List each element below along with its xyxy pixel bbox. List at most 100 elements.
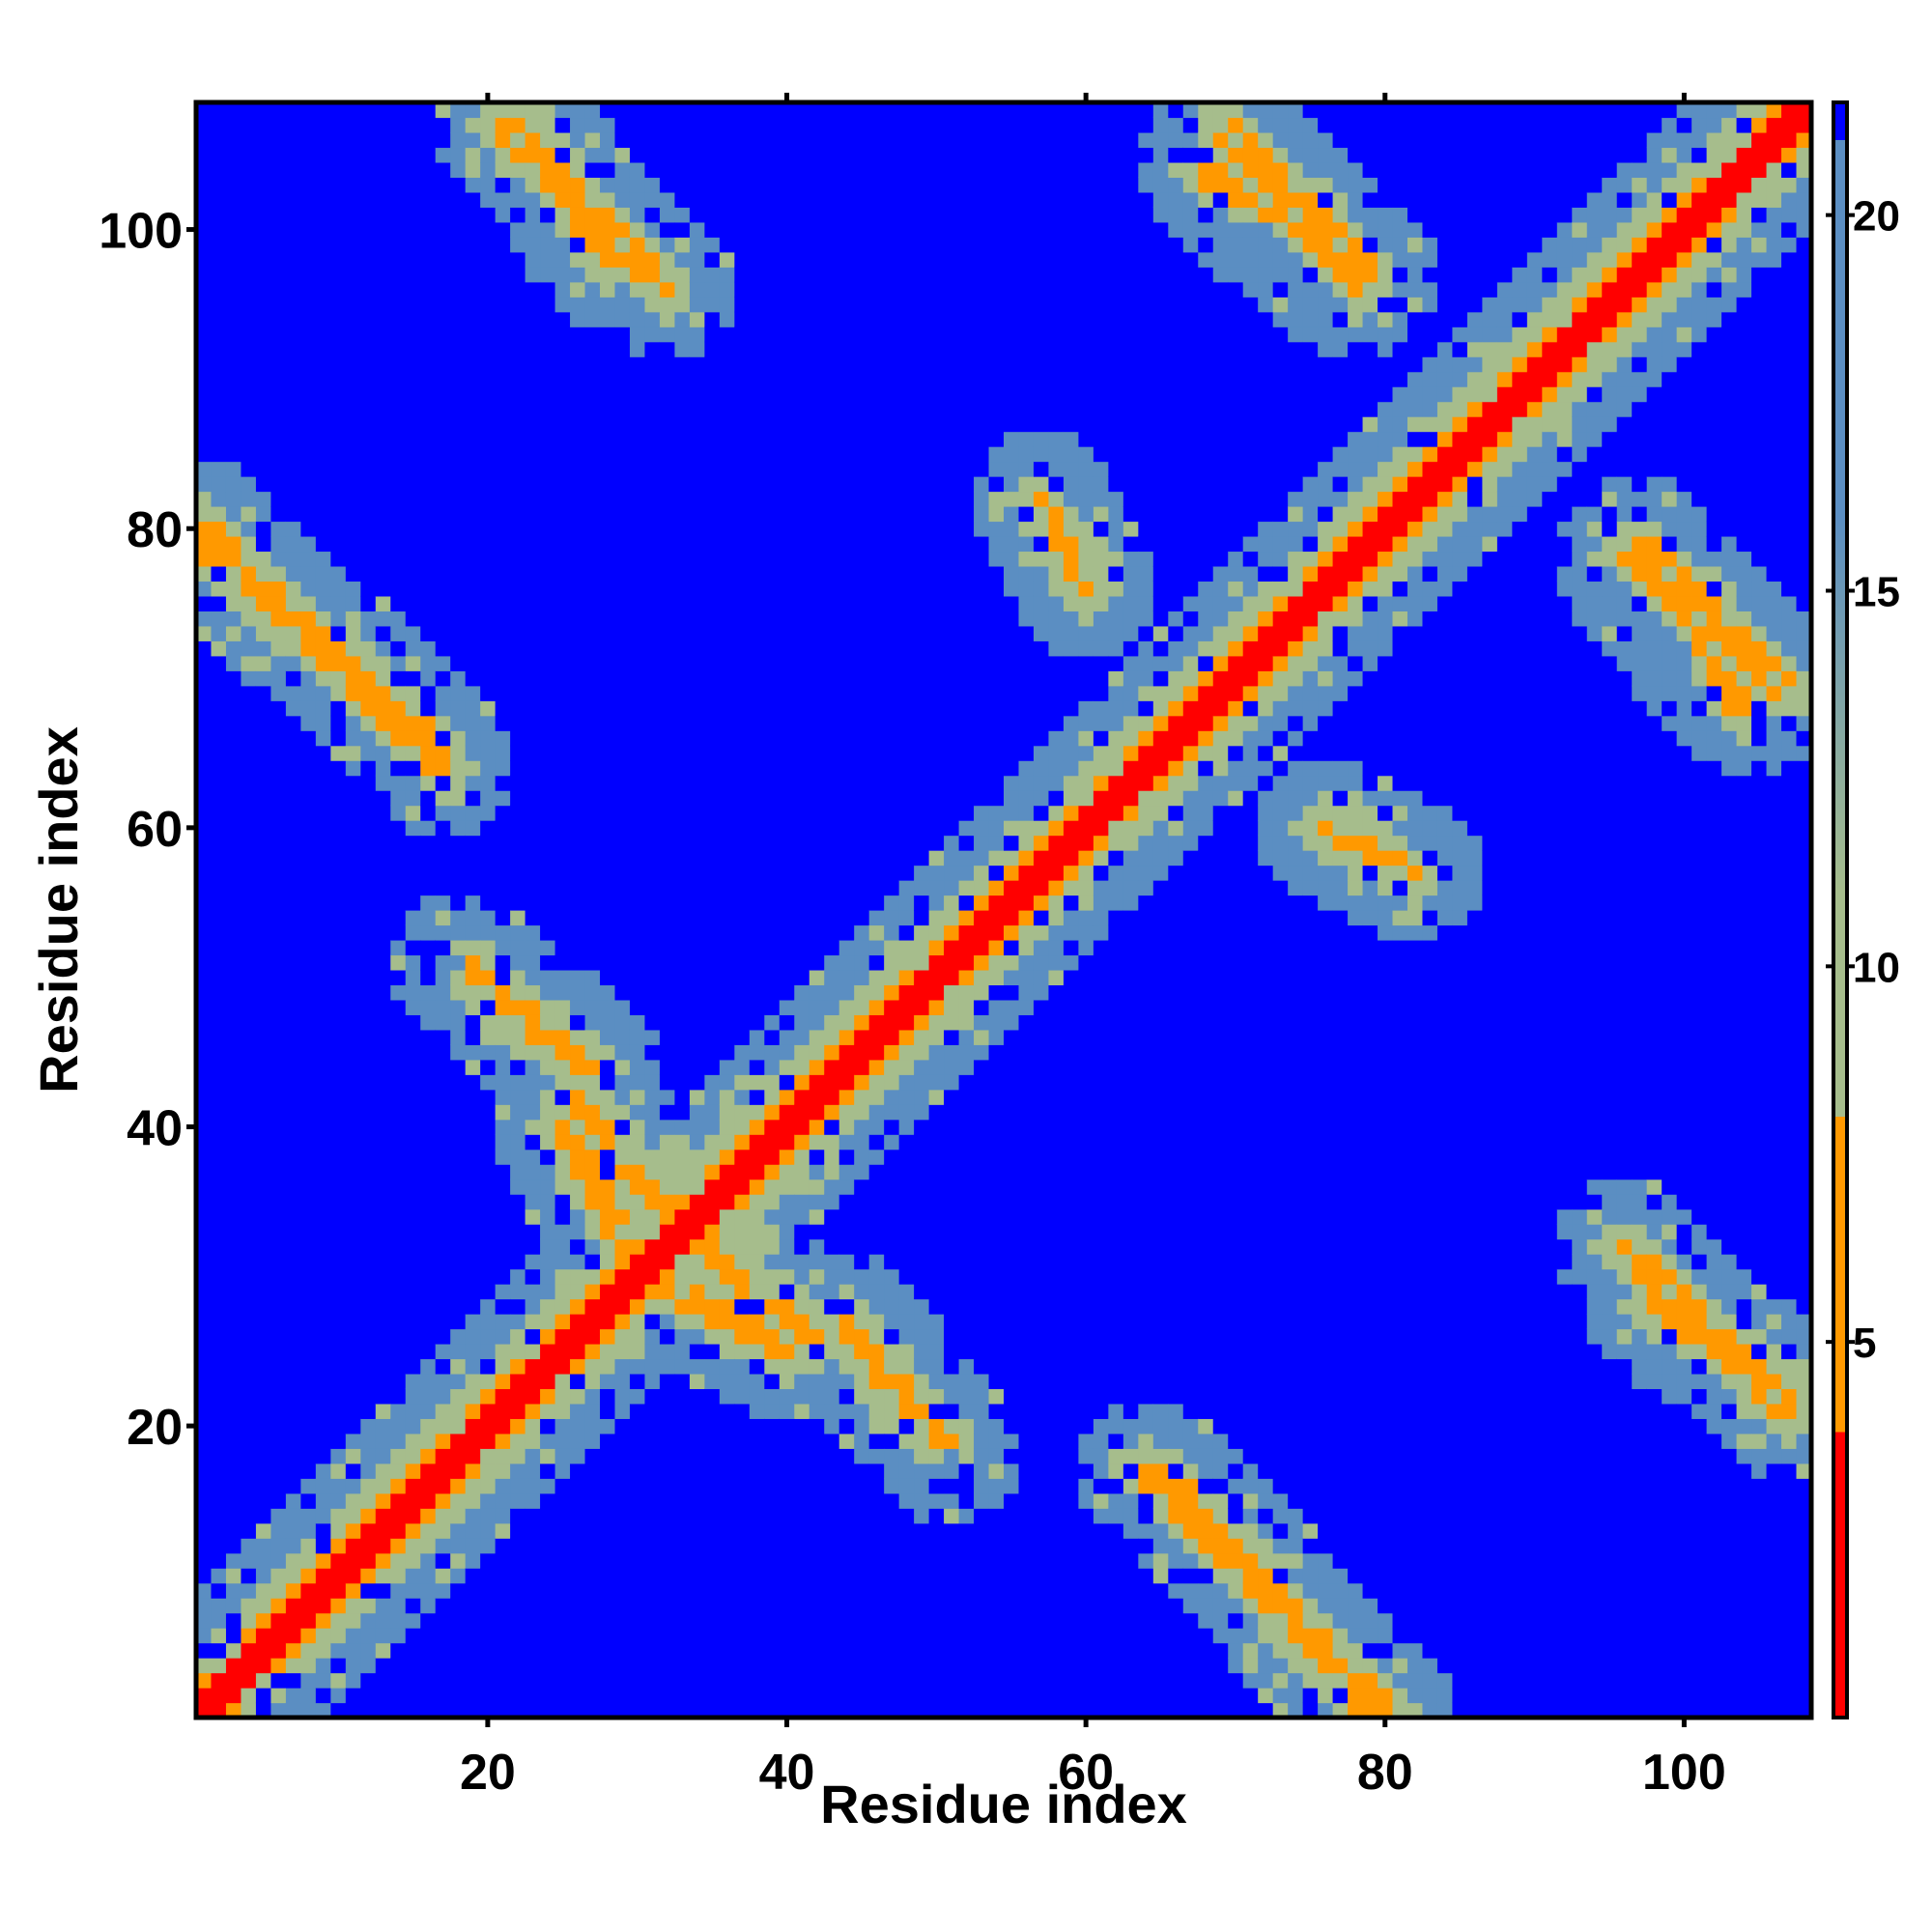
heatmap-cell [465, 1508, 481, 1524]
heatmap-cell [390, 356, 407, 373]
heatmap-cell [390, 745, 407, 761]
heatmap-cell [345, 371, 361, 387]
heatmap-cell [375, 1642, 391, 1659]
heatmap-cell [420, 1538, 437, 1554]
heatmap-cell [824, 1628, 840, 1644]
heatmap-cell [241, 939, 257, 956]
heatmap-cell [794, 1492, 810, 1509]
heatmap-cell [644, 984, 661, 1001]
heatmap-cell [854, 1538, 870, 1554]
heatmap-cell [779, 341, 795, 357]
heatmap-cell [196, 1612, 213, 1629]
heatmap-cell [420, 835, 437, 851]
heatmap-cell [540, 297, 556, 313]
heatmap-cell [450, 297, 467, 313]
heatmap-cell [315, 1478, 331, 1494]
heatmap-cell [540, 880, 556, 896]
heatmap-cell [330, 191, 347, 208]
heatmap-cell [480, 267, 497, 283]
heatmap-cell [824, 924, 840, 941]
heatmap-cell [659, 1134, 676, 1151]
heatmap-cell [629, 1014, 646, 1031]
heatmap-cell [824, 311, 840, 327]
heatmap-cell [719, 401, 735, 417]
heatmap-cell [450, 805, 467, 821]
heatmap-cell [390, 491, 407, 507]
heatmap-cell [838, 1582, 855, 1599]
heatmap-cell [211, 1448, 227, 1464]
heatmap-cell [704, 446, 721, 463]
heatmap-cell [540, 611, 556, 627]
heatmap-cell [614, 1403, 631, 1419]
heatmap-cell [540, 939, 556, 956]
heatmap-cell [315, 491, 331, 507]
heatmap-cell [674, 1598, 691, 1614]
heatmap-cell [285, 1508, 301, 1524]
heatmap-cell [644, 297, 661, 313]
heatmap-cell [554, 1074, 571, 1091]
heatmap-cell [480, 297, 497, 313]
heatmap-cell [749, 311, 765, 327]
heatmap-cell [689, 1343, 705, 1360]
heatmap-cell [764, 1119, 781, 1135]
heatmap-cell [420, 1568, 437, 1584]
heatmap-cell [719, 1149, 735, 1165]
heatmap-cell [554, 1089, 571, 1105]
heatmap-cell [211, 461, 227, 477]
heatmap-cell [764, 117, 781, 133]
heatmap-cell [674, 1268, 691, 1285]
heatmap-cell [689, 281, 705, 298]
heatmap-cell [345, 446, 361, 463]
heatmap-cell [390, 237, 407, 253]
heatmap-cell [315, 1568, 331, 1584]
heatmap-cell [315, 476, 331, 493]
heatmap-cell [480, 1029, 497, 1045]
heatmap-cell [300, 1568, 317, 1584]
heatmap-cell [211, 895, 227, 911]
heatmap-cell [495, 1284, 511, 1300]
heatmap-cell [779, 221, 795, 238]
heatmap-cell [196, 386, 213, 403]
heatmap-cell [570, 1284, 586, 1300]
heatmap-cell [255, 1568, 272, 1584]
heatmap-cell [884, 1508, 900, 1524]
heatmap-cell [360, 1358, 377, 1375]
heatmap-cell [584, 221, 601, 238]
heatmap-cell [225, 700, 242, 717]
heatmap-cell [779, 1104, 795, 1121]
heatmap-cell [510, 1059, 526, 1075]
heatmap-cell [689, 1074, 705, 1091]
heatmap-cell [838, 581, 855, 597]
heatmap-cell [375, 1119, 391, 1135]
heatmap-cell [285, 476, 301, 493]
heatmap-cell [764, 461, 781, 477]
heatmap-cell [225, 1538, 242, 1554]
heatmap-cell [838, 371, 855, 387]
heatmap-cell [764, 984, 781, 1001]
heatmap-cell [824, 191, 840, 208]
heatmap-cell [764, 969, 781, 986]
heatmap-cell [614, 1388, 631, 1405]
heatmap-cell [689, 895, 705, 911]
heatmap-cell [554, 1598, 571, 1614]
heatmap-cell [480, 805, 497, 821]
heatmap-cell [375, 850, 391, 867]
heatmap-cell [554, 895, 571, 911]
heatmap-cell [390, 565, 407, 582]
heatmap-cell [794, 341, 810, 357]
heatmap-cell [554, 177, 571, 193]
heatmap-cell [435, 895, 451, 911]
heatmap-cell [525, 1119, 541, 1135]
heatmap-cell [764, 341, 781, 357]
heatmap-cell [600, 790, 616, 807]
heatmap-cell [300, 446, 317, 463]
heatmap-cell [779, 431, 795, 447]
heatmap-cell [779, 1029, 795, 1045]
heatmap-cell [345, 311, 361, 327]
heatmap-cell [255, 117, 272, 133]
heatmap-cell [435, 1492, 451, 1509]
heatmap-cell [225, 670, 242, 687]
heatmap-cell [241, 102, 257, 119]
heatmap-cell [794, 820, 810, 837]
heatmap-cell [315, 1418, 331, 1435]
